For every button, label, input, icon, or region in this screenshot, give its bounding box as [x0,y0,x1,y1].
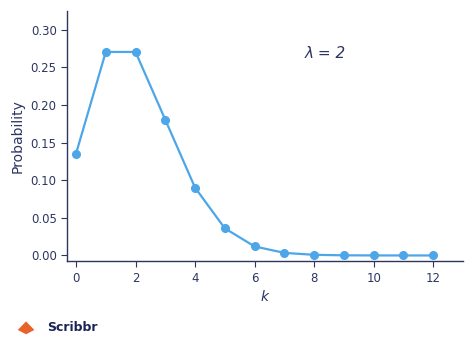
Y-axis label: Probability: Probability [11,99,25,173]
Text: Scribbr: Scribbr [47,321,98,334]
X-axis label: k: k [261,291,269,305]
Text: λ = 2: λ = 2 [305,46,346,61]
